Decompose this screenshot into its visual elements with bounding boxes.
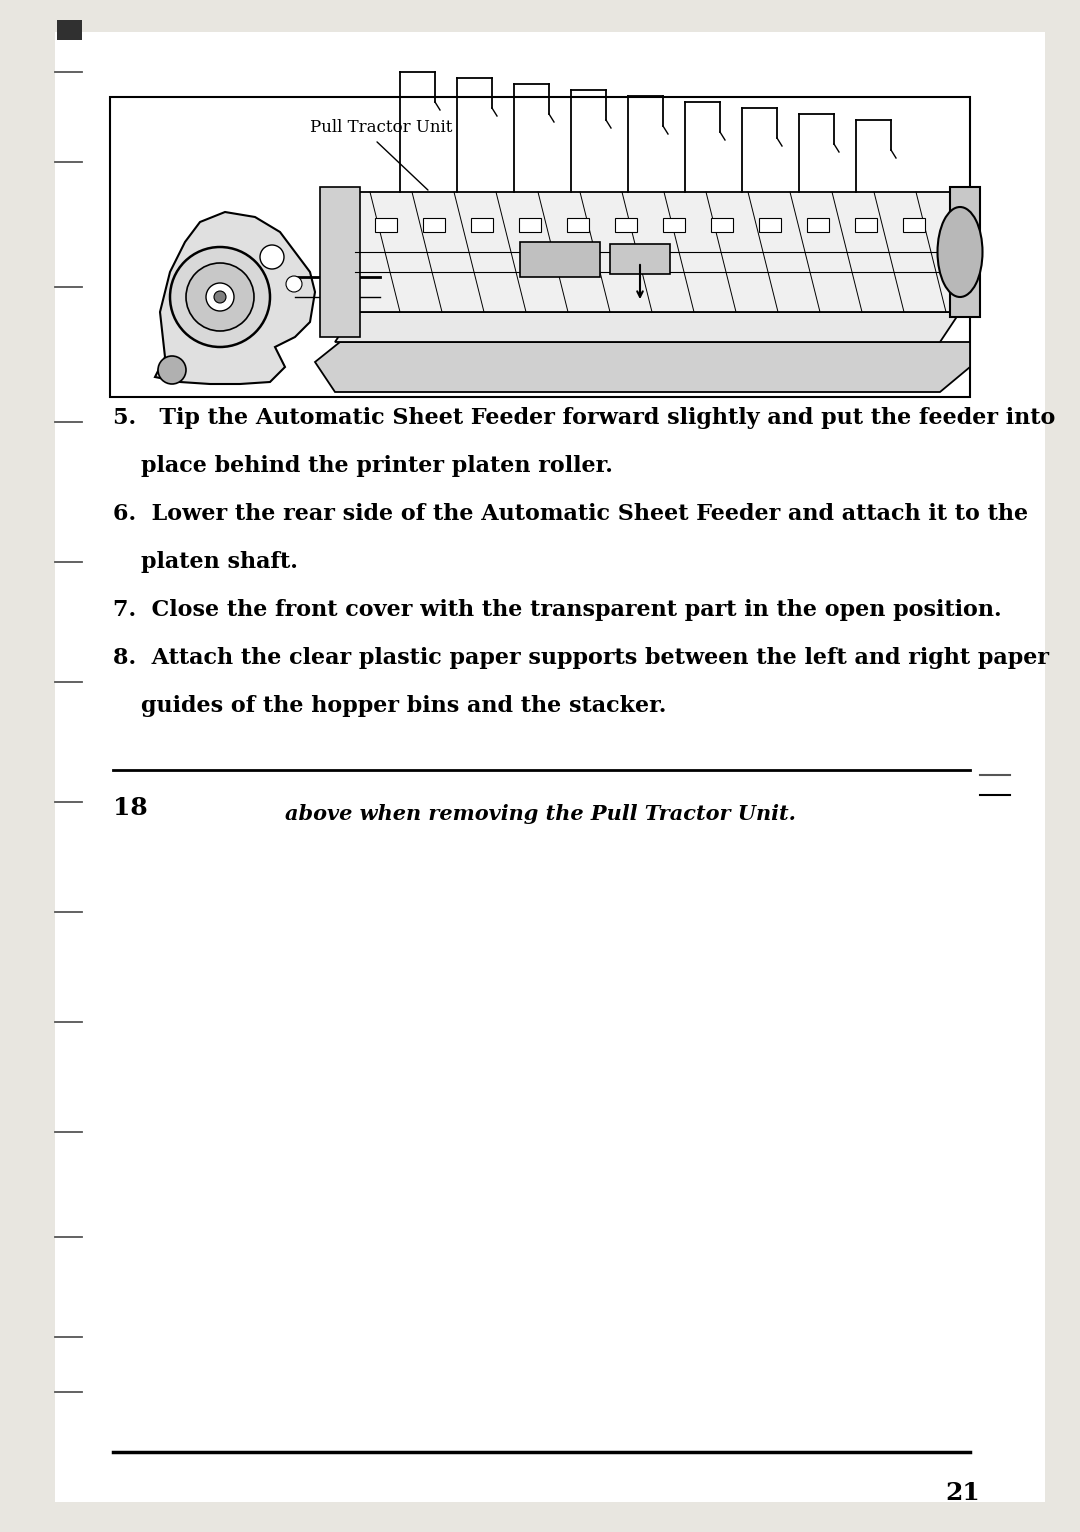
Bar <box>807 218 829 231</box>
Ellipse shape <box>286 276 302 293</box>
Ellipse shape <box>214 291 226 303</box>
Polygon shape <box>156 211 315 385</box>
Polygon shape <box>315 342 970 392</box>
Ellipse shape <box>206 283 234 311</box>
Text: platen shaft.: platen shaft. <box>141 552 298 573</box>
Bar <box>759 218 781 231</box>
Ellipse shape <box>937 207 983 297</box>
Text: 8.  Attach the clear plastic paper supports between the left and right paper: 8. Attach the clear plastic paper suppor… <box>113 647 1049 669</box>
Bar <box>663 218 685 231</box>
Polygon shape <box>335 313 960 342</box>
Bar <box>615 218 637 231</box>
Text: guides of the hopper bins and the stacker.: guides of the hopper bins and the stacke… <box>141 696 666 717</box>
Bar <box>519 242 600 277</box>
Bar <box>711 218 733 231</box>
Bar <box>57 20 82 40</box>
Text: 5.   Tip the Automatic Sheet Feeder forward slightly and put the feeder into: 5. Tip the Automatic Sheet Feeder forwar… <box>113 408 1055 429</box>
Ellipse shape <box>170 247 270 348</box>
Text: above when removing the Pull Tractor Unit.: above when removing the Pull Tractor Uni… <box>284 804 796 824</box>
Bar <box>423 218 445 231</box>
Bar <box>471 218 492 231</box>
Ellipse shape <box>158 355 186 385</box>
Text: 18: 18 <box>113 797 148 820</box>
Text: 6.  Lower the rear side of the Automatic Sheet Feeder and attach it to the: 6. Lower the rear side of the Automatic … <box>113 502 1028 525</box>
Ellipse shape <box>186 264 254 331</box>
Polygon shape <box>320 187 360 337</box>
Bar <box>567 218 589 231</box>
Bar <box>110 97 970 397</box>
Bar <box>519 218 541 231</box>
Bar <box>375 218 397 231</box>
Bar <box>610 244 670 274</box>
Bar <box>950 187 980 317</box>
Ellipse shape <box>260 245 284 270</box>
Polygon shape <box>355 192 960 313</box>
Bar <box>855 218 877 231</box>
Bar <box>903 218 924 231</box>
Text: 7.  Close the front cover with the transparent part in the open position.: 7. Close the front cover with the transp… <box>113 599 1001 620</box>
Text: 21: 21 <box>945 1481 980 1504</box>
Text: Pull Tractor Unit: Pull Tractor Unit <box>310 119 453 136</box>
Text: place behind the printer platen roller.: place behind the printer platen roller. <box>141 455 612 476</box>
